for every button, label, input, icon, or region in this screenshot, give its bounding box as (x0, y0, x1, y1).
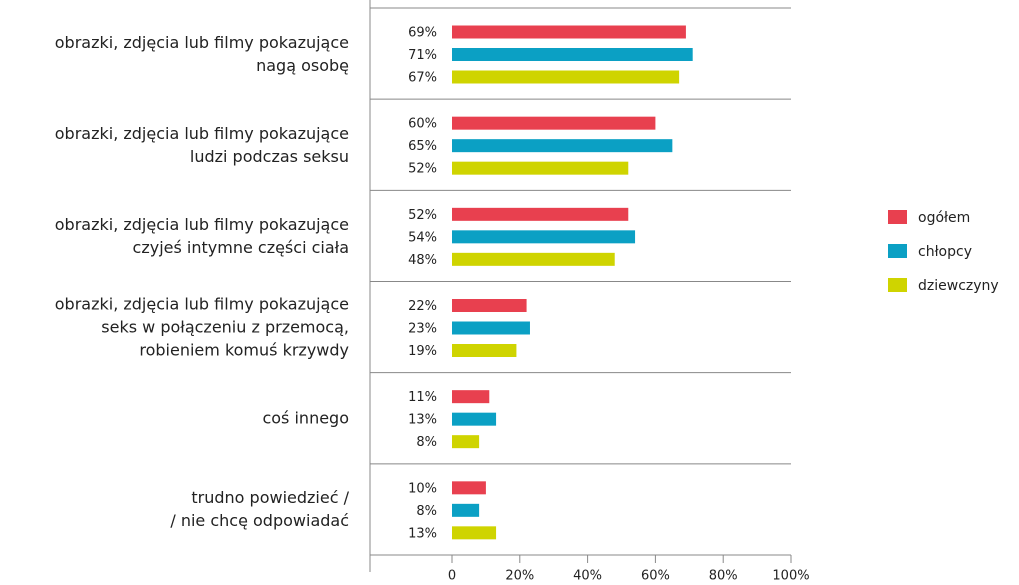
value-label: 71% (408, 48, 437, 63)
bar (452, 139, 673, 153)
legend-swatch (888, 244, 907, 258)
bar (452, 321, 530, 335)
bar (452, 70, 680, 84)
category-label: obrazki, zdjęcia lub filmy pokazujące lu… (54, 123, 349, 166)
value-label: 69% (408, 26, 437, 41)
legend-label: dziewczyny (918, 278, 999, 294)
value-label: 48% (408, 253, 437, 268)
bar (452, 161, 629, 175)
value-label: 23% (408, 322, 437, 337)
legend-swatch (888, 278, 907, 292)
legend-label: ogółem (918, 210, 970, 226)
bar (452, 25, 686, 39)
value-label: 13% (408, 413, 437, 428)
category-label: obrazki, zdjęcia lub filmy pokazujące se… (54, 294, 349, 360)
value-label: 8% (416, 504, 437, 519)
category-label: coś innego (262, 408, 349, 428)
category-label: trudno powiedzieć / / nie chcę odpowiada… (170, 488, 349, 531)
x-tick-label: 60% (641, 569, 670, 584)
bar (452, 207, 629, 221)
value-label: 60% (408, 117, 437, 132)
x-tick-label: 0 (448, 569, 456, 584)
category-label: obrazki, zdjęcia lub filmy pokazujące cz… (54, 214, 349, 257)
x-tick-label: 80% (709, 569, 738, 584)
value-label: 10% (408, 481, 437, 496)
bar (452, 435, 480, 449)
category-label: obrazki, zdjęcia lub filmy pokazujące na… (54, 32, 349, 75)
value-label: 54% (408, 230, 437, 245)
bar (452, 344, 517, 357)
value-label: 67% (408, 71, 437, 86)
value-label: 52% (408, 208, 437, 223)
x-tick-label: 100% (772, 569, 809, 584)
value-label: 65% (408, 139, 437, 154)
legend-swatch (888, 210, 907, 224)
bar (452, 116, 656, 130)
bar (452, 252, 615, 266)
value-label: 19% (408, 344, 437, 359)
bar (452, 526, 497, 540)
x-tick-label: 20% (505, 569, 534, 584)
x-tick-label: 40% (573, 569, 602, 584)
legend-label: chłopcy (918, 244, 972, 260)
bar (452, 481, 486, 495)
value-label: 8% (416, 435, 437, 450)
value-label: 52% (408, 162, 437, 177)
bar (452, 412, 497, 426)
value-label: 22% (408, 299, 437, 314)
bar (452, 48, 693, 61)
value-label: 13% (408, 526, 437, 541)
bar (452, 390, 490, 404)
bar (452, 230, 636, 244)
bar (452, 299, 527, 312)
bar (452, 503, 480, 517)
value-label: 11% (408, 390, 437, 405)
